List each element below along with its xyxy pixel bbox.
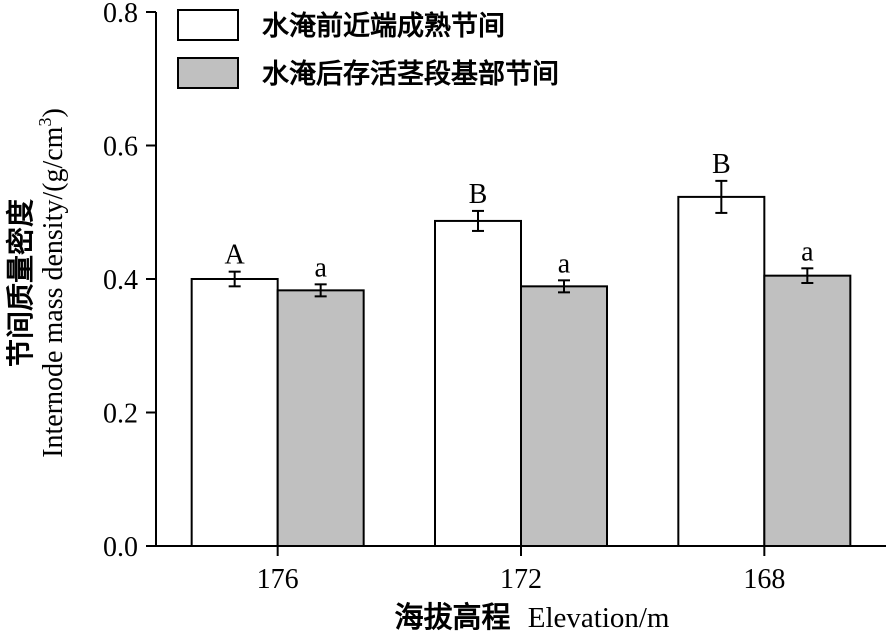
y-tick-label: 0.8	[103, 0, 138, 29]
bar	[190, 278, 279, 547]
y-tick-label: 0.4	[103, 265, 138, 296]
y-tick-label: 0.0	[103, 532, 138, 563]
y-axis-title-sup: 3	[35, 118, 55, 127]
bar	[763, 274, 852, 547]
y-axis-title-en: Internode mass density/(g/cm3)	[35, 108, 69, 458]
legend-swatch	[177, 9, 239, 41]
x-tick-label: 176	[257, 564, 299, 595]
y-tick-label: 0.6	[103, 132, 138, 163]
bar	[520, 285, 608, 547]
legend-label: 水淹后存活茎段基部节间	[262, 58, 559, 90]
legend-swatch	[177, 57, 239, 89]
significance-label: B	[712, 149, 731, 180]
x-axis-title-cn: 海拔高程	[394, 600, 510, 634]
y-axis-title-close: )	[38, 108, 69, 117]
significance-label: a	[558, 248, 571, 279]
bar	[434, 219, 522, 548]
bar	[276, 289, 365, 547]
bar	[677, 195, 766, 548]
x-tick-label: 168	[743, 564, 785, 595]
significance-label: a	[314, 252, 327, 283]
significance-label: A	[225, 240, 246, 271]
x-tick-label: 172	[500, 564, 542, 595]
x-axis-title: 海拔高程 Elevation/m	[394, 600, 669, 634]
y-axis-title-en-main: Internode mass density/(g/cm	[38, 126, 69, 457]
y-axis-title-cn: 节间质量密度	[4, 199, 37, 367]
x-axis-title-en: Elevation/m	[528, 602, 670, 634]
y-tick-label: 0.2	[103, 399, 138, 430]
plot-area: 0.0 0.2 0.4 0.6 0.8 176 A a 172 Ba 168 Ba	[103, 0, 886, 595]
significance-label: a	[801, 236, 814, 267]
significance-label: B	[469, 179, 488, 210]
legend-label: 水淹前近端成熟节间	[262, 10, 505, 42]
